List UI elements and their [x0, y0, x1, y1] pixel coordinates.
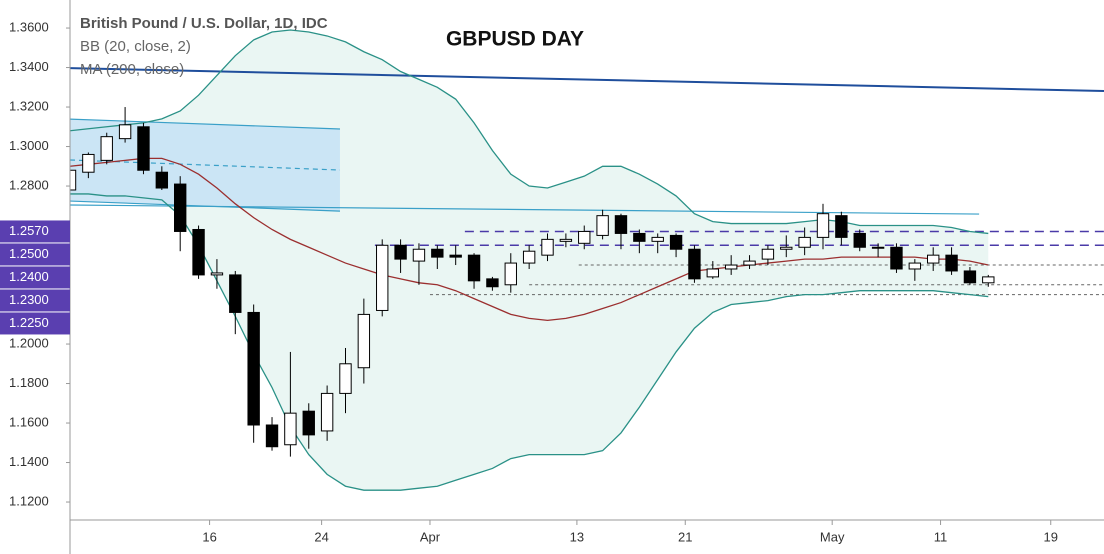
price-label: 1.2500: [9, 246, 49, 261]
candle-body: [853, 232, 866, 248]
price-label: 1.2250: [9, 315, 49, 330]
candle-body: [504, 262, 517, 286]
candle-body: [871, 246, 885, 249]
axes: 1.3600 1.3400 1.3200 1.3000 1.2800 1.2000 1.18…: [0, 19, 1058, 544]
candle-body: [467, 254, 481, 282]
candle-body: [633, 232, 646, 242]
candle-body: [118, 124, 132, 140]
candle-body: [688, 248, 701, 280]
y-tick-label: 1.3400: [9, 59, 49, 74]
y-tick-label: 1.3600: [9, 19, 49, 34]
y-tick-label: 1.1200: [9, 493, 49, 508]
candle-body: [70, 169, 77, 191]
candle-body: [265, 424, 279, 448]
candle-body: [320, 392, 334, 432]
indicator-line: [70, 193, 989, 491]
candle-body: [761, 248, 775, 260]
candle-body: [945, 254, 958, 272]
candle-body: [229, 274, 242, 313]
candle-body: [155, 171, 169, 189]
y-tick-label: 1.3000: [9, 138, 49, 153]
trend-line: [70, 204, 980, 215]
candle-body: [192, 228, 205, 276]
chart-title: GBPUSD DAY: [446, 28, 584, 51]
candle-body: [82, 153, 95, 173]
x-tick-label: Apr: [420, 529, 441, 544]
candle-body: [522, 250, 536, 264]
candle-body: [982, 276, 995, 284]
y-tick-label: 1.1800: [9, 375, 49, 390]
candle-body: [284, 412, 297, 446]
x-tick-label: May: [820, 529, 845, 544]
y-tick-label: 1.3200: [9, 98, 49, 113]
candle-body: [412, 248, 426, 262]
price-label: 1.2300: [9, 292, 49, 307]
candle-body: [724, 264, 738, 270]
candle-body: [908, 262, 922, 270]
indicator-line: [70, 157, 989, 321]
price-label-box: [0, 312, 70, 335]
candle-body: [357, 313, 371, 369]
candle-body: [927, 254, 940, 264]
x-tick-label: 19: [1044, 529, 1058, 544]
price-label: 1.2400: [9, 269, 49, 284]
candle-body: [578, 230, 591, 244]
candle-body: [431, 248, 444, 258]
x-tick-label: 24: [314, 529, 328, 544]
legend-entry: MA (200, close): [80, 61, 184, 78]
candle-body: [651, 236, 664, 242]
candle-body: [174, 183, 187, 232]
candle-body: [614, 215, 628, 234]
candle-body: [100, 136, 113, 161]
candle-body: [394, 244, 407, 260]
candle-body: [559, 238, 573, 242]
price-label-box: [0, 289, 70, 312]
x-tick-label: 11: [934, 529, 948, 544]
channel-line: [70, 118, 341, 130]
y-tick-label: 1.1600: [9, 414, 49, 429]
price-label-box: [0, 266, 70, 289]
legend-entry: BB (20, close, 2): [80, 38, 191, 55]
candle-body: [816, 213, 830, 238]
candle-body: [743, 260, 756, 266]
candle-body: [137, 126, 150, 171]
candle-body: [449, 254, 462, 258]
candle-body: [210, 272, 224, 276]
price-label-box: [0, 220, 70, 243]
candle-body: [541, 238, 554, 256]
plot-area: [70, 29, 1104, 491]
candle-body: [486, 278, 499, 288]
candle-body: [596, 215, 609, 236]
y-tick-label: 1.2000: [9, 335, 49, 350]
candle-body: [963, 270, 977, 284]
candle-body: [302, 410, 315, 436]
trend-line: [70, 67, 1104, 93]
x-tick-label: 13: [570, 529, 584, 544]
x-tick-label: 16: [202, 529, 216, 544]
y-tick-label: 1.2800: [9, 177, 49, 192]
price-label: 1.2570: [9, 223, 49, 238]
candle-body: [339, 363, 352, 394]
x-tick-label: 21: [678, 529, 692, 544]
y-tick-label: 1.1400: [9, 454, 49, 469]
candle-body: [798, 236, 811, 248]
candle-body: [780, 246, 793, 250]
candle-body: [835, 215, 848, 238]
candle-body: [669, 234, 683, 250]
candle-body: [247, 311, 260, 426]
candle-body: [706, 268, 719, 278]
candle-body: [890, 246, 903, 270]
price-label-box: [0, 243, 70, 266]
legend-entry: British Pound / U.S. Dollar, 1D, IDC: [80, 15, 328, 32]
candle-body: [376, 244, 389, 311]
